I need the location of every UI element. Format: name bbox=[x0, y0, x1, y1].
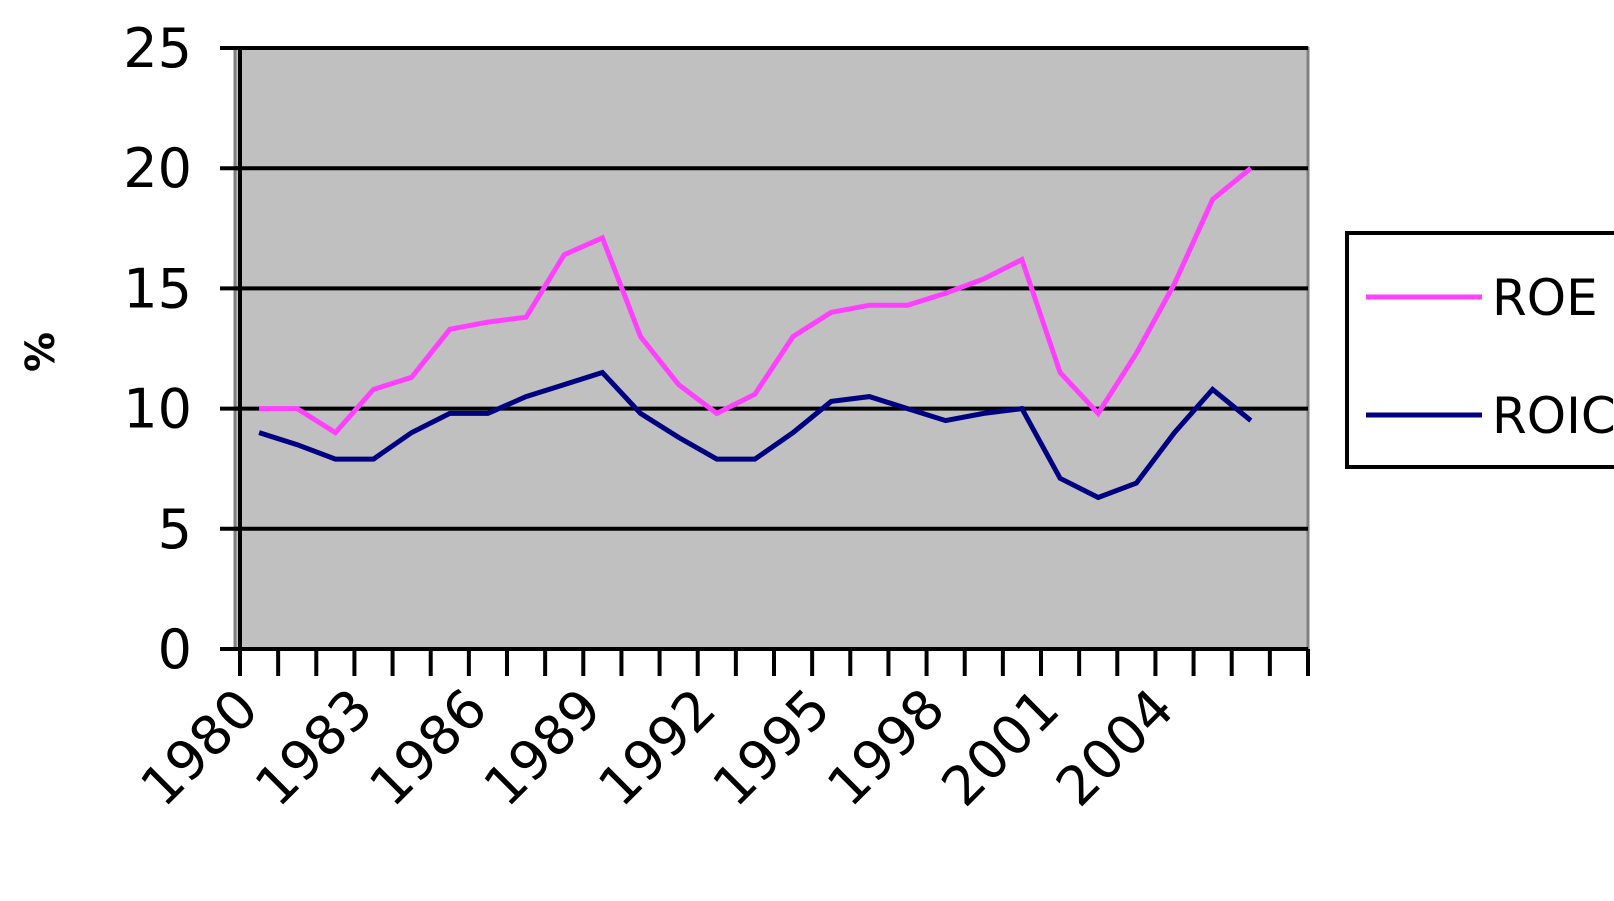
y-tick-label: 10 bbox=[123, 378, 192, 441]
x-tick-label: 2001 bbox=[930, 677, 1072, 819]
legend-label-roe: ROE bbox=[1492, 269, 1598, 327]
y-tick-labels: 0 5 10 15 20 25 bbox=[123, 17, 192, 681]
x-tick-label: 1983 bbox=[243, 677, 385, 819]
series-line-roe bbox=[259, 166, 1253, 436]
y-axis-label: % bbox=[18, 332, 64, 372]
x-tick-label: 1989 bbox=[472, 677, 614, 819]
gridlines bbox=[220, 46, 1308, 651]
series-line-roic bbox=[258, 369, 1253, 501]
x-tick-label: 1998 bbox=[815, 677, 957, 819]
y-tick-label: 5 bbox=[158, 498, 192, 561]
y-tick-label: 15 bbox=[123, 257, 192, 320]
series-lines bbox=[258, 166, 1253, 501]
y-tick-label: 0 bbox=[158, 618, 192, 681]
plot-area bbox=[233, 46, 1310, 651]
legend-box bbox=[1345, 231, 1614, 469]
x-tick-label: 2004 bbox=[1044, 677, 1186, 819]
x-tick-label: 1992 bbox=[586, 677, 728, 819]
x-tick-label: 1995 bbox=[701, 677, 843, 819]
legend-label-roic: ROIC bbox=[1492, 387, 1614, 445]
x-tick-label: 1986 bbox=[357, 677, 499, 819]
y-tick-label: 20 bbox=[123, 137, 192, 200]
x-tick-label: 1980 bbox=[129, 677, 271, 819]
axes bbox=[238, 46, 1310, 676]
legend: ROE ROIC bbox=[1345, 231, 1614, 469]
y-tick-label: 25 bbox=[123, 17, 192, 80]
